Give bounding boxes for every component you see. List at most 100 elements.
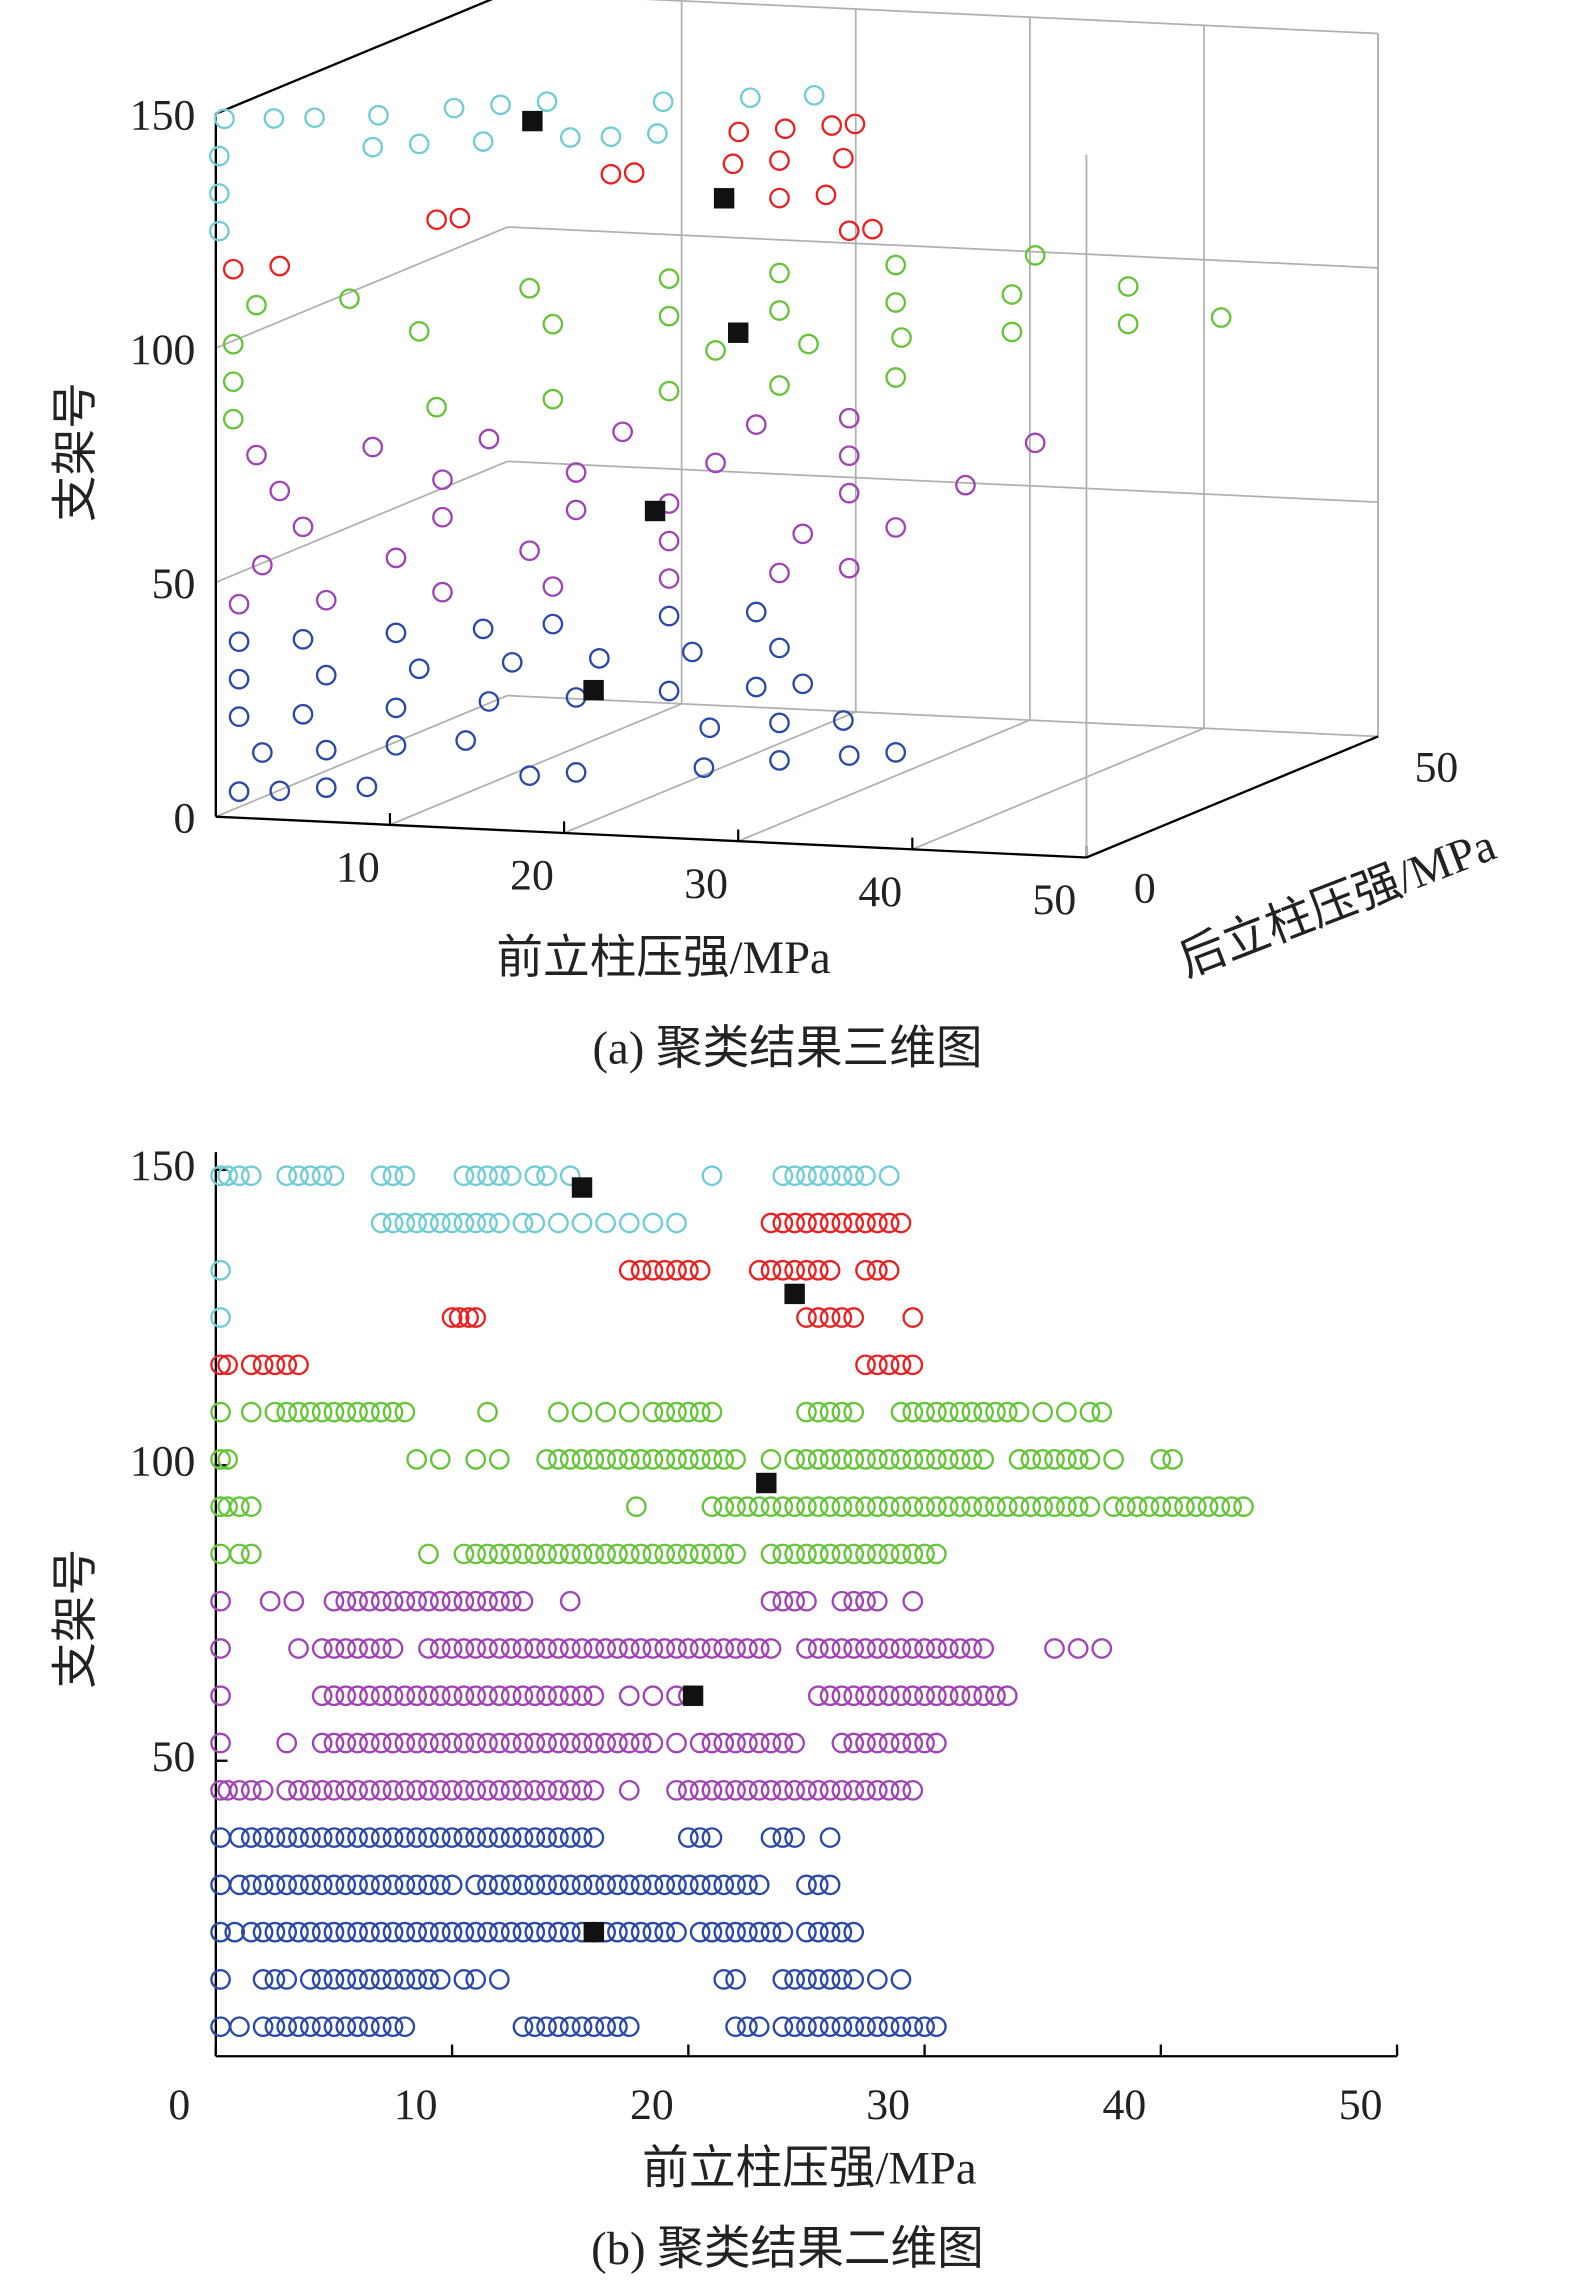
data-point — [488, 1827, 510, 1848]
data-point — [1079, 1449, 1101, 1470]
grid-line — [389, 702, 682, 826]
data-point — [681, 641, 703, 663]
data-point — [228, 668, 250, 690]
data-point — [855, 1638, 876, 1659]
cluster-center — [644, 500, 666, 522]
data-point — [607, 1449, 628, 1470]
data-point — [335, 1874, 357, 1896]
data-point — [385, 734, 407, 756]
data-point — [465, 1638, 487, 1659]
data-point — [914, 1685, 935, 1707]
data-point — [831, 1638, 853, 1659]
data-point — [465, 1449, 487, 1470]
data-point — [229, 1827, 250, 1848]
data-point — [996, 1496, 1018, 1517]
data-point — [890, 1354, 912, 1376]
cluster-center — [583, 1921, 605, 1943]
data-point — [784, 1590, 805, 1612]
data-point — [394, 1969, 416, 1990]
data-point — [725, 1969, 746, 1990]
data-point — [311, 1921, 333, 1943]
data-point — [658, 568, 680, 589]
data-point — [478, 428, 500, 450]
data-point — [843, 1638, 865, 1659]
data-point — [769, 712, 790, 734]
data-point — [429, 1685, 451, 1707]
data-point — [866, 1449, 888, 1470]
data-point — [949, 1496, 971, 1517]
data-point — [548, 1212, 569, 1234]
data-point — [269, 255, 291, 277]
data-point — [370, 1827, 392, 1848]
data-point — [559, 2016, 581, 2038]
data-point — [855, 1165, 876, 1187]
data-point — [769, 375, 790, 396]
data-point — [583, 1685, 605, 1707]
data-point — [524, 1827, 546, 1848]
data-point — [240, 1779, 262, 1801]
data-point — [453, 1165, 475, 1187]
data-point — [890, 1638, 912, 1659]
data-point — [595, 1401, 617, 1423]
data-point — [949, 1638, 971, 1659]
data-point — [288, 2016, 309, 2038]
data-point — [228, 593, 250, 615]
data-point — [210, 1827, 231, 1848]
data-point — [524, 1732, 546, 1754]
data-point — [949, 1685, 971, 1707]
data-point — [772, 1212, 794, 1234]
data-point — [583, 1543, 605, 1565]
data-point — [705, 452, 726, 474]
data-point — [500, 1685, 522, 1707]
data-point — [760, 1590, 782, 1612]
data-point — [807, 1969, 829, 1990]
data-point — [985, 1496, 1006, 1517]
data-point — [784, 1449, 805, 1470]
data-point — [642, 1638, 664, 1659]
data-point — [512, 1732, 534, 1754]
data-point — [229, 2016, 250, 2038]
data-point — [559, 1543, 581, 1565]
data-point — [807, 1212, 829, 1234]
data-point — [406, 1732, 428, 1754]
x-tick-label: 10 — [394, 2081, 438, 2129]
data-point — [477, 1401, 498, 1423]
grid-line — [563, 711, 857, 834]
data-point — [406, 1590, 428, 1612]
data-point — [210, 1307, 231, 1328]
data-point — [252, 1874, 274, 1896]
data-point — [441, 1779, 463, 1801]
data-point — [878, 1354, 900, 1376]
data-point — [807, 1259, 829, 1281]
data-point — [362, 136, 384, 158]
data-point — [323, 1969, 345, 1990]
data-point — [512, 1921, 534, 1943]
data-point — [299, 2016, 321, 2038]
data-point — [488, 1638, 510, 1659]
data-point — [382, 1921, 404, 1943]
data-point — [269, 480, 291, 502]
data-point — [359, 1921, 380, 1943]
data-point — [796, 1212, 817, 1234]
data-point — [224, 1921, 246, 1943]
data-point — [524, 1874, 546, 1896]
data-point — [359, 1685, 380, 1707]
data-point — [769, 300, 790, 321]
data-point — [394, 1590, 416, 1612]
data-point — [429, 1212, 451, 1234]
data-point — [796, 1496, 817, 1517]
data-point — [843, 1449, 865, 1470]
data-point — [512, 1779, 534, 1801]
data-point — [807, 1307, 829, 1328]
data-point — [1174, 1496, 1195, 1517]
grid-line — [737, 719, 1031, 842]
data-point — [725, 1638, 746, 1659]
data-point — [548, 1685, 569, 1707]
data-point — [902, 1354, 924, 1376]
data-point — [937, 1401, 959, 1423]
data-point — [769, 262, 790, 284]
data-point — [878, 1543, 900, 1565]
data-point — [831, 1685, 853, 1707]
data-point — [488, 1685, 510, 1707]
data-point — [642, 1732, 664, 1754]
